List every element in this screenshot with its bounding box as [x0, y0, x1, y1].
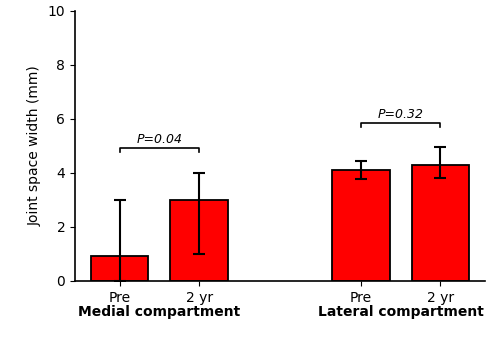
Bar — [412, 165, 470, 281]
Text: Lateral compartment: Lateral compartment — [318, 305, 484, 319]
Bar — [170, 200, 228, 281]
Y-axis label: Joint space width (mm): Joint space width (mm) — [28, 65, 42, 226]
Text: Medial compartment: Medial compartment — [78, 305, 240, 319]
Bar — [332, 170, 390, 281]
Bar — [90, 257, 148, 281]
Text: P=0.04: P=0.04 — [136, 133, 182, 146]
Text: P=0.32: P=0.32 — [378, 107, 424, 120]
